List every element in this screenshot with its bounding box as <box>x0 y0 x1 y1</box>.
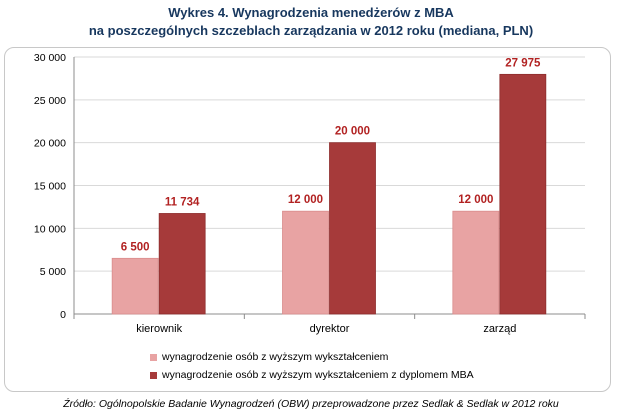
source-note: Źródło: Ogólnopolskie Badanie Wynagrodze… <box>63 398 559 410</box>
bar-series1-0 <box>111 257 159 315</box>
legend-item-series2: wynagrodzenie osób z wyższym wykształcen… <box>150 366 474 384</box>
y-tick-label-3: 15 000 <box>34 181 66 193</box>
data-label-series2-2: 27 975 <box>505 57 541 69</box>
y-tick-label-0: 0 <box>60 309 66 321</box>
chart-title-line1: Wykres 4. Wynagrodzenia menedżerów z MBA <box>168 5 454 20</box>
x-tick-label-1: dyrektor <box>310 323 350 335</box>
chart-title: Wykres 4. Wynagrodzenia menedżerów z MBA… <box>0 4 622 40</box>
legend-swatch-series1 <box>150 353 157 361</box>
y-tick-label-2: 10 000 <box>34 223 66 235</box>
data-label-series2-0: 11 734 <box>165 196 200 208</box>
y-tick-label-1: 5 000 <box>40 266 66 278</box>
x-tick-label-2: zarząd <box>483 323 516 335</box>
chart-title-line2: na poszczególnych szczeblach zarządzania… <box>88 23 534 38</box>
bar-series2-0 <box>158 213 206 315</box>
data-label-series1-0: 6 500 <box>121 241 150 253</box>
data-label-series1-2: 12 000 <box>458 194 493 206</box>
x-tick-label-0: kierownik <box>136 323 182 335</box>
legend-swatch-series2 <box>150 371 157 379</box>
y-tick-label-4: 20 000 <box>34 138 66 150</box>
bar-series1-2 <box>452 210 500 315</box>
bar-series2-2 <box>499 73 547 315</box>
legend-item-series1: wynagrodzenie osób z wyższym wykształcen… <box>150 348 474 366</box>
y-tick-label-6: 30 000 <box>34 52 66 64</box>
data-label-series1-1: 12 000 <box>288 194 323 206</box>
chart-legend: wynagrodzenie osób z wyższym wykształcen… <box>150 348 474 384</box>
data-label-series2-1: 20 000 <box>335 126 370 138</box>
legend-label-series2: wynagrodzenie osób z wyższym wykształcen… <box>162 369 474 381</box>
bar-series1-1 <box>282 210 329 315</box>
y-tick-label-5: 25 000 <box>34 95 66 107</box>
bar-series2-1 <box>329 142 376 315</box>
legend-label-series1: wynagrodzenie osób z wyższym wykształcen… <box>162 351 389 363</box>
